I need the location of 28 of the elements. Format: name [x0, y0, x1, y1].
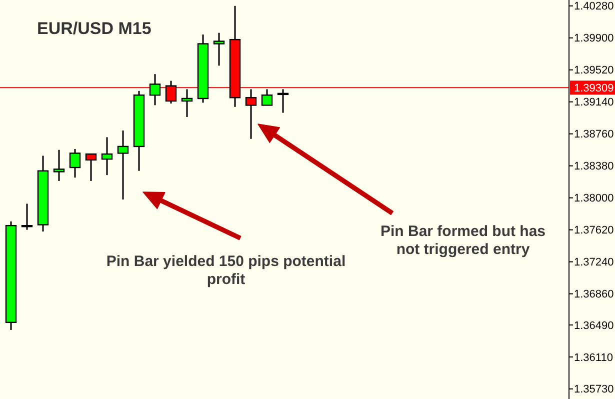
y-tick-label: 1.38000	[574, 192, 614, 205]
y-tick-label: 1.39520	[574, 64, 614, 77]
y-tick-label: 1.35730	[574, 384, 614, 396]
y-tick-label: 1.36110	[574, 352, 613, 364]
y-tick-label: 1.39140	[574, 96, 614, 109]
candlestick	[101, 136, 113, 176]
candlestick	[149, 73, 161, 106]
y-tick-label: 1.38760	[574, 128, 614, 141]
candlestick	[85, 153, 97, 182]
y-tick-label: 1.39900	[574, 32, 614, 45]
ref-line-label: 1.39309	[574, 82, 614, 94]
candlestick	[21, 202, 33, 231]
candlestick	[117, 130, 129, 200]
candlestick	[261, 88, 273, 106]
candlestick	[69, 148, 81, 178]
candlestick	[213, 32, 225, 66]
y-tick-label: 1.40280	[574, 0, 614, 13]
text: EUR/USD M15	[37, 19, 152, 38]
annotation: Pin Bar yielded 150 pips potential profit	[106, 253, 346, 288]
y-tick-label: 1.36490	[574, 320, 614, 332]
y-tick-label: 1.37240	[574, 256, 614, 269]
y-tick-label: 1.38380	[574, 160, 614, 173]
candlestick	[53, 149, 65, 182]
y-tick-label: 1.37620	[574, 224, 614, 237]
y-tick-label: 1.36860	[574, 288, 614, 301]
annotation: Pin Bar formed but has not triggered entry	[380, 223, 546, 258]
candlestick	[181, 88, 193, 118]
candlestick	[277, 88, 289, 114]
